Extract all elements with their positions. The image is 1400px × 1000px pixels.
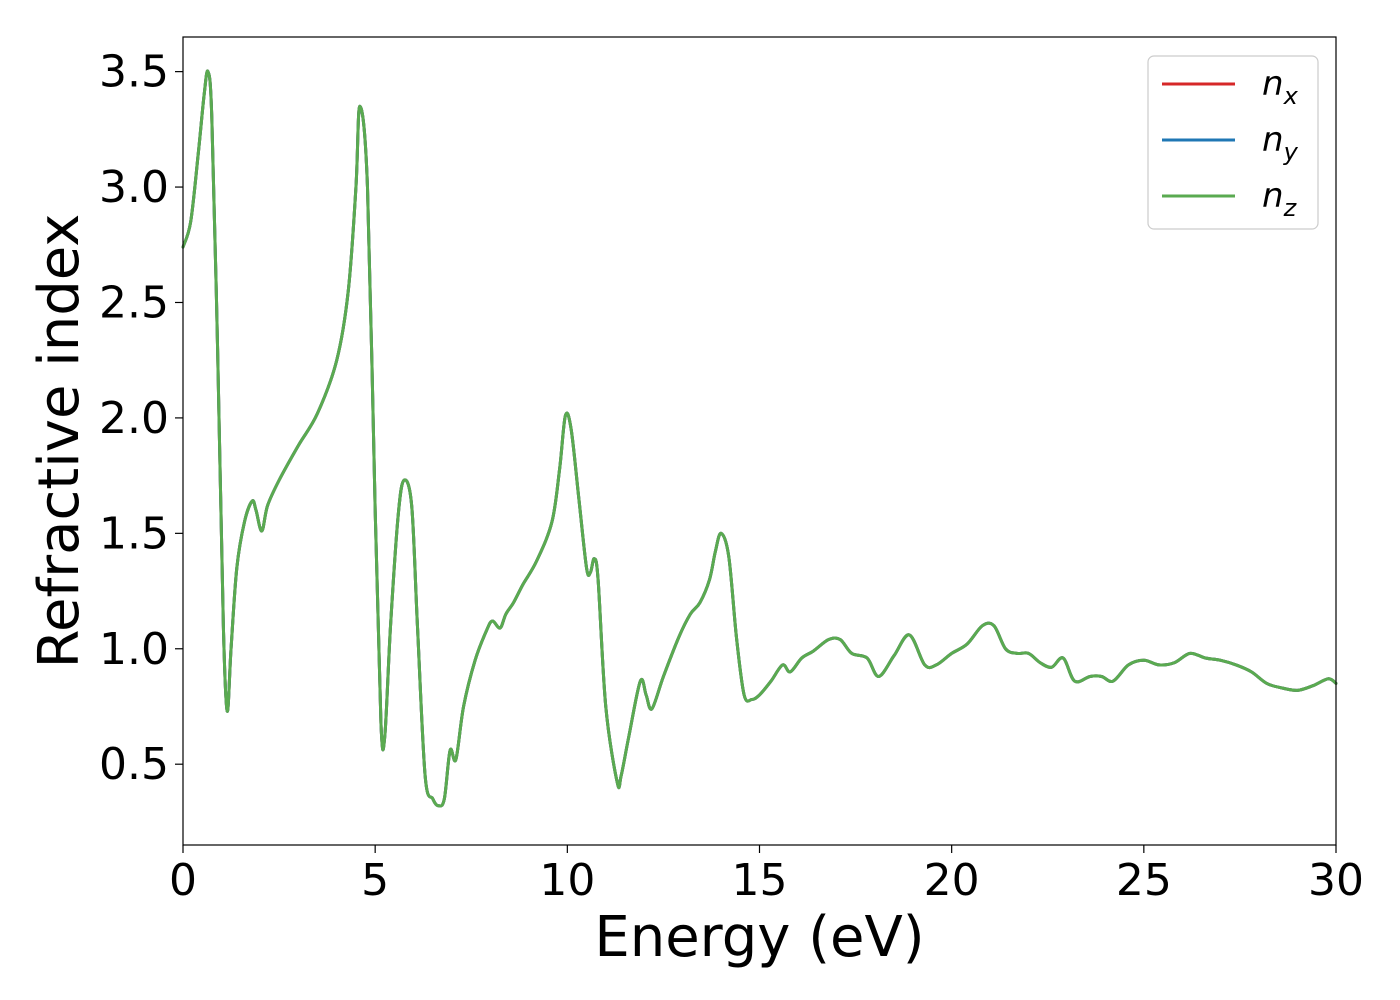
legend-box bbox=[1147, 55, 1319, 230]
x-tick-label: 30 bbox=[1308, 855, 1364, 906]
y-axis-title: Refractive index bbox=[27, 214, 92, 669]
y-tick-label: 0.5 bbox=[99, 739, 169, 790]
x-tick-label: 20 bbox=[924, 855, 980, 906]
legend-label: nz bbox=[1262, 176, 1298, 222]
y-tick-label: 3.0 bbox=[99, 162, 169, 213]
axis-ticks: 0 5 10 15 20 25 30 0.5 1.0 1.5 2.0 2.5 3.0 3.5 bbox=[99, 47, 1364, 906]
legend-label: nx bbox=[1262, 64, 1299, 110]
x-tick-label: 5 bbox=[361, 855, 389, 906]
y-tick-label: 1.5 bbox=[99, 508, 169, 559]
y-tick-label: 2.0 bbox=[99, 393, 169, 444]
series-line-n-z bbox=[181, 69, 1338, 808]
x-tick-label: 10 bbox=[539, 855, 595, 906]
x-tick-label: 25 bbox=[1116, 855, 1172, 906]
legend-label: ny bbox=[1262, 120, 1299, 166]
x-axis-title: Energy (eV) bbox=[594, 905, 924, 970]
plot-frame bbox=[182, 36, 1337, 846]
legend: nx ny nz bbox=[1147, 55, 1319, 230]
y-tick-label: 2.5 bbox=[99, 277, 169, 328]
x-tick-label: 15 bbox=[732, 855, 788, 906]
y-tick-label: 1.0 bbox=[99, 624, 169, 675]
x-tick-label: 0 bbox=[169, 855, 197, 906]
y-tick-label: 3.5 bbox=[99, 47, 169, 98]
series-lines bbox=[181, 69, 1338, 808]
